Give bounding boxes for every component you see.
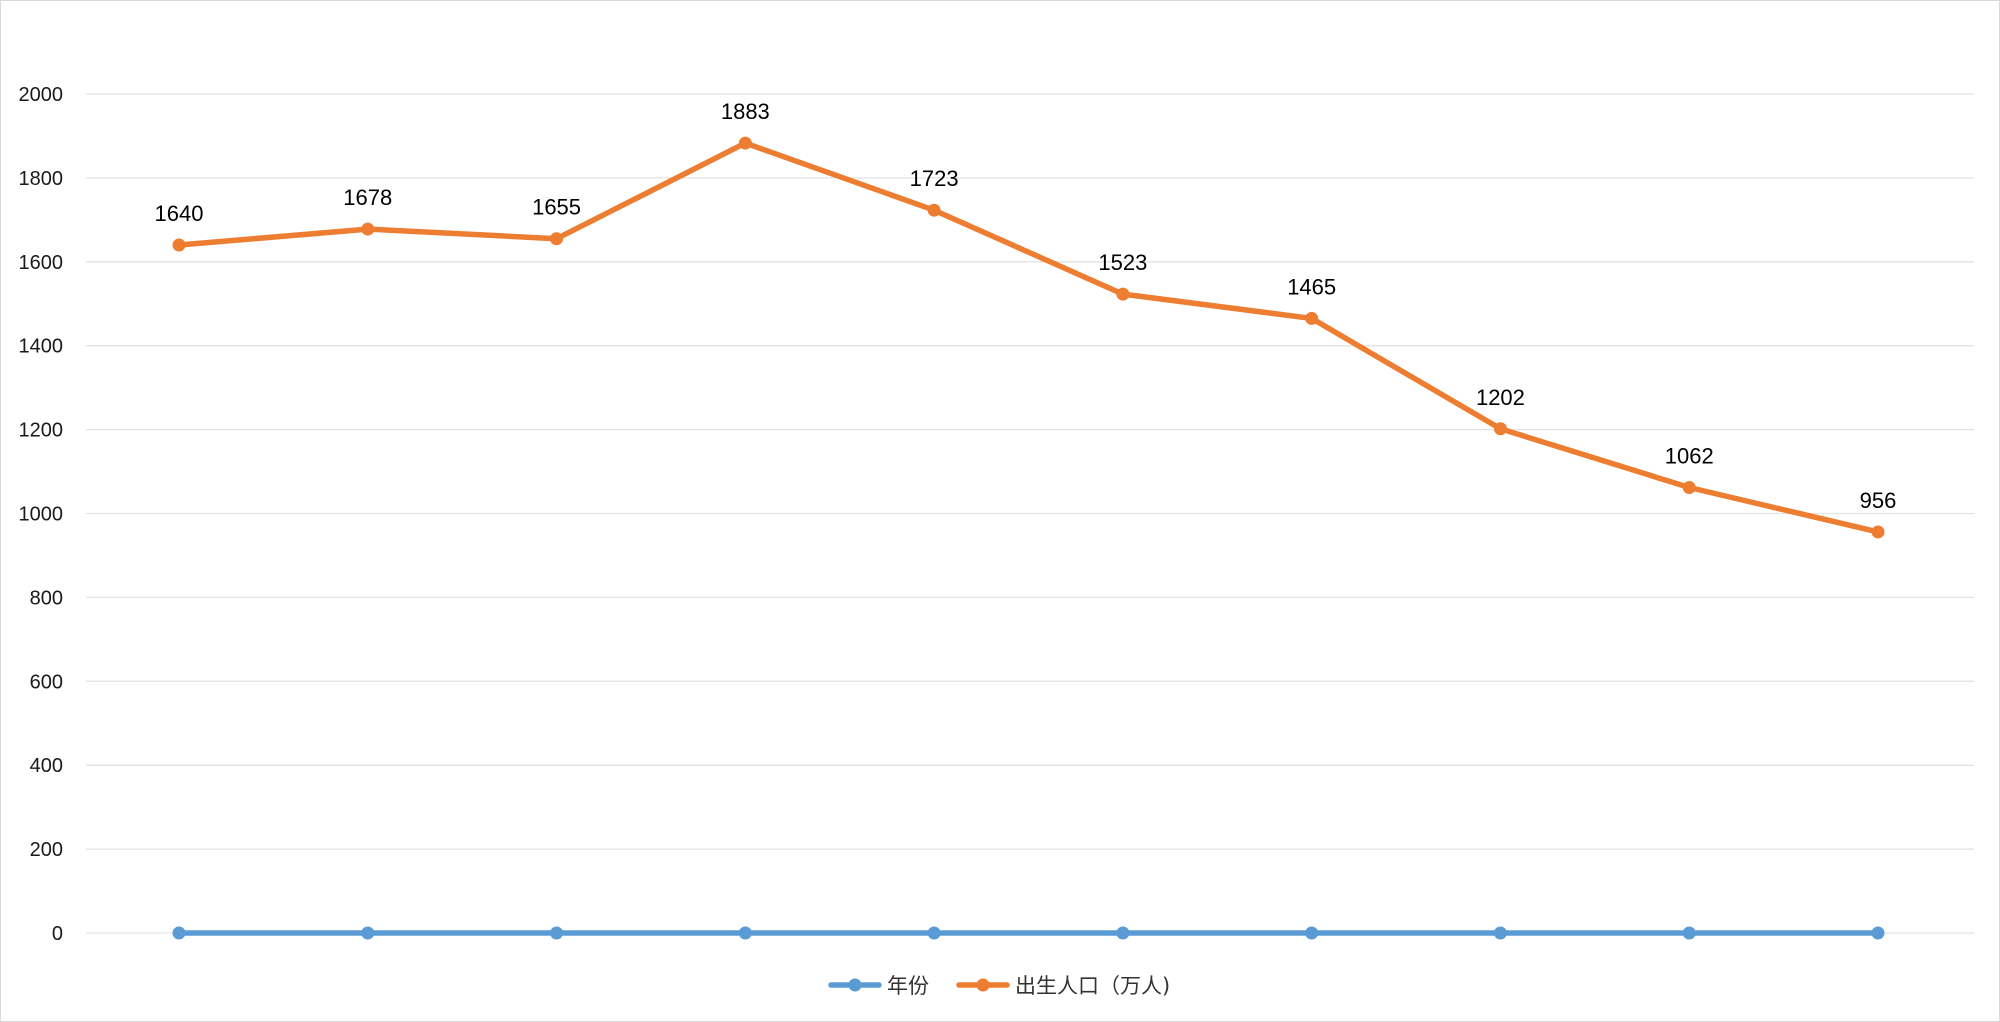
data-label: 1640: [155, 201, 204, 226]
data-point: [550, 232, 564, 246]
data-label: 1883: [721, 99, 770, 124]
y-tick-label: 1600: [19, 252, 64, 274]
data-point: [550, 926, 564, 940]
data-point: [1493, 422, 1507, 436]
legend-label: 出生人口（万人): [1015, 974, 1170, 998]
data-label: 1723: [910, 166, 959, 191]
y-tick-label: 1400: [19, 336, 64, 358]
data-labels: 1640 1678 1655 1883 1723 1523 1465 1202 1062 956: [155, 99, 1897, 513]
data-label: 1678: [343, 185, 392, 210]
data-point: [927, 926, 941, 940]
data-point: [361, 222, 375, 236]
data-point: [172, 238, 186, 252]
y-tick-label: 1800: [19, 168, 64, 190]
data-label: 1523: [1098, 250, 1147, 275]
y-tick-label: 400: [30, 755, 63, 777]
y-tick-label: 1200: [19, 420, 64, 442]
data-point: [1305, 311, 1319, 325]
data-point: [361, 926, 375, 940]
legend-swatch-marker: [848, 978, 862, 992]
data-point: [738, 926, 752, 940]
gridlines: [86, 93, 1974, 934]
legend: 年份 出生人口（万人): [828, 974, 1170, 998]
y-tick-label: 0: [52, 923, 63, 945]
data-label: 956: [1860, 488, 1897, 513]
data-point: [1116, 287, 1130, 301]
y-tick-label: 1000: [19, 504, 64, 526]
legend-label: 年份: [887, 974, 929, 998]
data-point: [1871, 525, 1885, 539]
series-line-1: [176, 140, 1881, 535]
data-label: 1062: [1665, 443, 1714, 468]
data-label: 1202: [1476, 385, 1525, 410]
y-tick-label: 2000: [19, 84, 64, 106]
data-point: [738, 136, 752, 150]
y-tick-label: 200: [30, 839, 63, 861]
legend-swatch-marker: [976, 978, 990, 992]
data-point: [927, 203, 941, 217]
data-point: [1116, 926, 1130, 940]
data-point: [1871, 926, 1885, 940]
data-point: [172, 926, 186, 940]
data-point: [1305, 926, 1319, 940]
data-label: 1465: [1287, 274, 1336, 299]
series-lines: [176, 140, 1881, 936]
data-point: [1682, 926, 1696, 940]
y-tick-label: 800: [30, 587, 63, 609]
data-point: [1682, 480, 1696, 494]
series-points: [172, 136, 1885, 940]
data-point: [1493, 926, 1507, 940]
y-axis-tick-labels: 0 200 400 600 800 1000 1200 1400 1600 1800 2000: [19, 84, 64, 945]
data-label: 1655: [532, 195, 581, 220]
y-tick-label: 600: [30, 671, 63, 693]
